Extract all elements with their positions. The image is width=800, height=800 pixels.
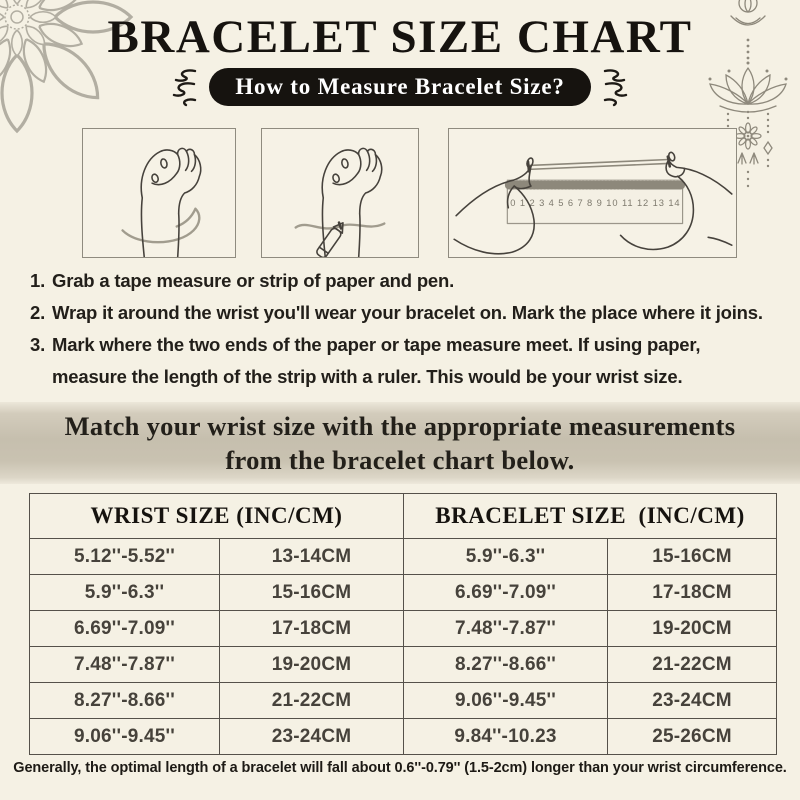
- illustration-mark-with-pen: [261, 128, 419, 258]
- step-1: 1. Grab a tape measure or strip of paper…: [30, 265, 775, 297]
- bracelet-cm-cell: 15-16CM: [607, 538, 777, 575]
- squiggle-right-icon: [603, 69, 627, 107]
- bracelet-cm-cell: 21-22CM: [607, 646, 777, 683]
- banner-line-2: from the bracelet chart below.: [225, 445, 575, 475]
- step-1-number: 1.: [30, 270, 46, 291]
- how-to-measure-badge: How to Measure Bracelet Size?: [209, 68, 591, 106]
- table-header-row: WRIST SIZE (INC/CM) BRACELET SIZE (INC/C…: [29, 493, 777, 539]
- step-3-number: 3.: [30, 334, 46, 355]
- squiggle-left-icon: [173, 69, 197, 107]
- wrist-cm-cell: 23-24CM: [219, 718, 404, 755]
- match-size-banner: Match your wrist size with the appropria…: [0, 402, 800, 484]
- mandala-flower-icon: [0, 0, 133, 133]
- step-3: 3. Mark where the two ends of the paper …: [30, 329, 775, 393]
- wrist-inch-cell: 9.06''-9.45'': [29, 718, 220, 755]
- wrist-inch-cell: 5.12''-5.52'': [29, 538, 220, 575]
- bracelet-inch-cell: 8.27''-8.66'': [403, 646, 608, 683]
- wrist-size-header: WRIST SIZE (INC/CM): [29, 493, 404, 539]
- bracelet-inch-cell: 9.06''-9.45'': [403, 682, 608, 719]
- step-1-text: Grab a tape measure or strip of paper an…: [52, 270, 455, 291]
- wrist-cm-cell: 17-18CM: [219, 610, 404, 647]
- bracelet-cm-cell: 25-26CM: [607, 718, 777, 755]
- wrist-inch-cell: 8.27''-8.66'': [29, 682, 220, 719]
- banner-line-1: Match your wrist size with the appropria…: [64, 411, 736, 441]
- wrist-inch-cell: 6.69''-7.09'': [29, 610, 220, 647]
- bracelet-cm-cell: 23-24CM: [607, 682, 777, 719]
- table-row: 5.9''-6.3'' 15-16CM 6.69''-7.09'' 17-18C…: [29, 574, 777, 611]
- bracelet-inch-cell: 5.9''-6.3'': [403, 538, 608, 575]
- table-row: 7.48''-7.87'' 19-20CM 8.27''-8.66'' 21-2…: [29, 646, 777, 683]
- bracelet-inch-cell: 7.48''-7.87'': [403, 610, 608, 647]
- table-row: 5.12''-5.52'' 13-14CM 5.9''-6.3'' 15-16C…: [29, 538, 777, 575]
- illustration-measure-with-ruler: 0 1 2 3 4 5 6 7 8 9 10 11 12 13 14: [448, 128, 737, 258]
- table-row: 6.69''-7.09'' 17-18CM 7.48''-7.87'' 19-2…: [29, 610, 777, 647]
- wrist-cm-cell: 15-16CM: [219, 574, 404, 611]
- table-row: 9.06''-9.45'' 23-24CM 9.84''-10.23 25-26…: [29, 718, 777, 755]
- wrist-inch-cell: 5.9''-6.3'': [29, 574, 220, 611]
- bracelet-size-header: BRACELET SIZE (INC/CM): [403, 493, 777, 539]
- bracelet-inch-cell: 6.69''-7.09'': [403, 574, 608, 611]
- page-title: BRACELET SIZE CHART: [107, 11, 693, 63]
- bracelet-cm-cell: 19-20CM: [607, 610, 777, 647]
- table-row: 8.27''-8.66'' 21-22CM 9.06''-9.45'' 23-2…: [29, 682, 777, 719]
- wrist-cm-cell: 21-22CM: [219, 682, 404, 719]
- step-3-text: Mark where the two ends of the paper or …: [52, 334, 701, 387]
- wrist-cm-cell: 19-20CM: [219, 646, 404, 683]
- step-2-text: Wrap it around the wrist you'll wear you…: [52, 302, 763, 323]
- step-2-number: 2.: [30, 302, 46, 323]
- ruler-numbers: 0 1 2 3 4 5 6 7 8 9 10 11 12 13 14: [510, 198, 679, 208]
- illustration-tape-around-wrist: [82, 128, 236, 258]
- wrist-inch-cell: 7.48''-7.87'': [29, 646, 220, 683]
- step-2: 2. Wrap it around the wrist you'll wear …: [30, 297, 775, 329]
- bracelet-inch-cell: 9.84''-10.23: [403, 718, 608, 755]
- bracelet-cm-cell: 17-18CM: [607, 574, 777, 611]
- wrist-cm-cell: 13-14CM: [219, 538, 404, 575]
- footer-note: Generally, the optimal length of a brace…: [13, 760, 787, 776]
- measure-steps: 1. Grab a tape measure or strip of paper…: [30, 265, 775, 393]
- size-chart-table: WRIST SIZE (INC/CM) BRACELET SIZE (INC/C…: [29, 493, 777, 755]
- how-to-measure-badge-row: How to Measure Bracelet Size?: [0, 66, 800, 108]
